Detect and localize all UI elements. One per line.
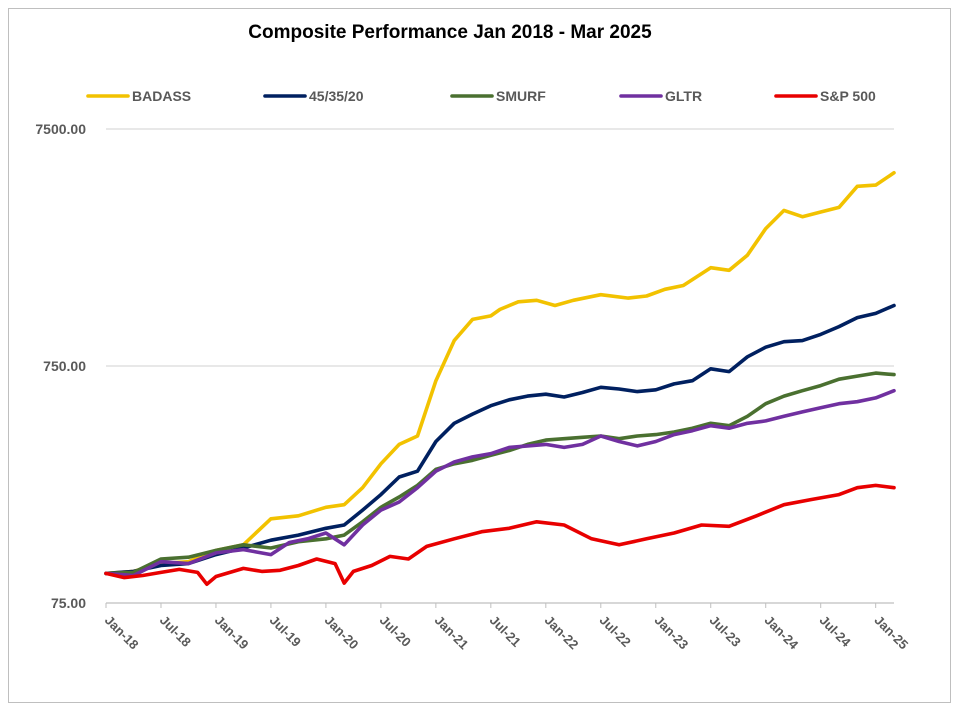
series-layer — [104, 171, 896, 586]
legend-label: GLTR — [665, 88, 702, 104]
x-tick-label: Jan-18 — [102, 613, 142, 653]
x-tick-label: Jul-22 — [597, 613, 634, 650]
x-axis: Jan-18 Jul-18 Jan-19 Jul-19 Jan-20 Jul-20 Jan-… — [102, 603, 911, 653]
legend-label: BADASS — [132, 88, 191, 104]
x-tick-label: Jan-25 — [872, 613, 912, 653]
y-axis: 75.00 750.00 7500.00 — [35, 121, 86, 611]
legend-label: 45/35/20 — [309, 88, 364, 104]
series-line — [104, 171, 896, 576]
x-tick-label: Jul-19 — [267, 613, 304, 650]
chart-title: Composite Performance Jan 2018 - Mar 202… — [248, 22, 652, 43]
x-tick-label: Jan-21 — [432, 613, 472, 653]
x-tick-label: Jul-23 — [707, 613, 744, 650]
x-tick-label: Jan-19 — [212, 613, 252, 653]
x-tick-label: Jul-24 — [817, 613, 855, 651]
x-tick-label: Jul-21 — [487, 613, 524, 650]
x-tick-label: Jul-18 — [157, 613, 194, 650]
legend-label: S&P 500 — [820, 88, 876, 104]
chart-frame — [8, 8, 951, 703]
legend: BADASS 45/35/20 SMURF GLTR S&P 500 — [86, 88, 876, 104]
x-tick-label: Jan-23 — [652, 613, 692, 653]
y-tick-label: 750.00 — [43, 358, 86, 374]
grid-layer — [106, 128, 894, 604]
x-tick-label: Jan-22 — [542, 613, 582, 653]
series-line — [104, 388, 896, 578]
series-line — [104, 303, 896, 576]
series-line — [104, 483, 896, 586]
x-tick-label: Jul-20 — [377, 613, 414, 650]
x-tick-label: Jan-24 — [762, 613, 802, 653]
legend-label: SMURF — [496, 88, 546, 104]
x-tick-label: Jan-20 — [322, 613, 362, 653]
y-tick-label: 75.00 — [51, 595, 86, 611]
y-tick-label: 7500.00 — [35, 121, 86, 137]
